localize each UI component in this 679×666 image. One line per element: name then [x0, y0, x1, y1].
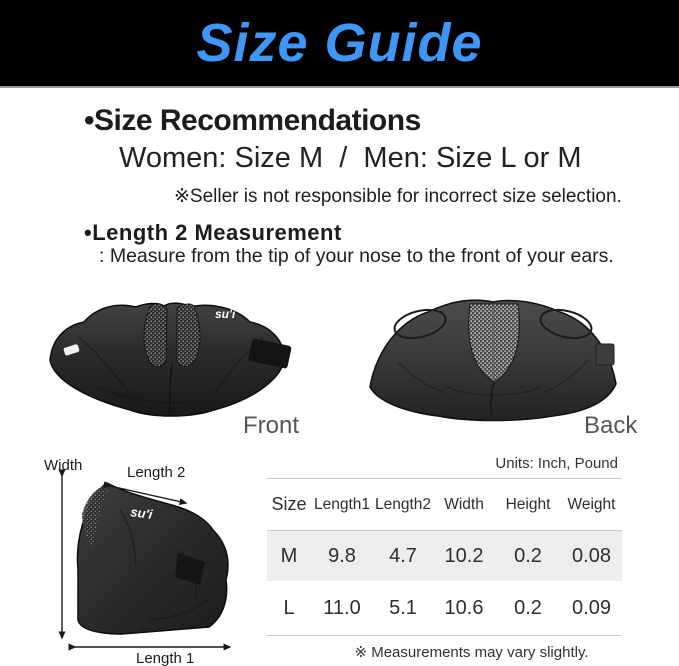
back-right-ear-fold [539, 308, 593, 340]
front-velcro-patch [248, 338, 292, 369]
brand-logo: su'i [130, 504, 154, 522]
front-size-tab [63, 344, 80, 356]
size-disclaimer: ※Seller is not responsible for incorrect… [174, 186, 622, 207]
table-header-width: Width [444, 495, 484, 513]
size-recommendations-sizes: Women: Size M / Men: Size L or M [119, 142, 582, 174]
length2-measurement-heading: •Length 2 Measurement [84, 220, 342, 245]
back-view-photo [369, 299, 617, 422]
front-mesh-left-panel [143, 303, 168, 367]
page-title: Size Guide [196, 13, 483, 73]
table-cell-weight: 0.09 [572, 596, 611, 619]
table-header-row: Size Length1 Length2 Width Height Weight [267, 479, 622, 531]
length2-label: Length 2 [127, 464, 185, 481]
table-cell-length1: 9.8 [328, 544, 356, 567]
table-cell-length2: 4.7 [389, 544, 417, 567]
table-cell-height: 0.2 [514, 544, 542, 567]
length1-label: Length 1 [136, 650, 194, 666]
table-header-height: Height [505, 495, 551, 513]
measurement-diagram: su'i Width Length 2 Length 1 [44, 457, 232, 666]
table-cell-width: 10.2 [444, 544, 484, 567]
table-row-m: M 9.8 4.7 10.2 0.2 0.08 [267, 531, 622, 581]
brand-logo: su'i [215, 307, 236, 321]
table-header-weight: Weight [567, 495, 616, 513]
diagram-velcro-patch [175, 553, 205, 585]
header-banner: Size Guide [0, 0, 679, 88]
length2-measurement-description: : Measure from the tip of your nose to t… [99, 245, 614, 267]
front-view-label: Front [243, 412, 300, 439]
table-footnote: ※ Measurements may vary slightly. [354, 644, 589, 661]
front-view-photo: su'i [49, 302, 292, 417]
table-cell-height: 0.2 [514, 596, 542, 619]
units-note: Units: Inch, Pound [267, 455, 622, 479]
table-cell-size: M [280, 544, 298, 567]
table-cell-width: 10.6 [444, 596, 484, 619]
front-mesh-right-panel [176, 303, 201, 367]
table-header-length2: Length2 [374, 495, 432, 513]
table-cell-size: L [283, 596, 295, 619]
size-recommendations-heading: •Size Recommendations [84, 104, 421, 137]
table-header-length1: Length1 [313, 495, 371, 513]
back-left-ear-fold [393, 308, 447, 340]
back-view-label: Back [584, 412, 638, 439]
size-table: Units: Inch, Pound Size Length1 Length2 … [267, 455, 622, 661]
front-mask-body [49, 302, 286, 417]
length2-arrow [102, 481, 188, 505]
front-center-seam [169, 363, 173, 415]
table-cell-weight: 0.08 [572, 544, 611, 567]
table-cell-length1: 11.0 [323, 596, 361, 619]
table-cell-length2: 5.1 [389, 596, 417, 619]
back-wrinkles [397, 359, 589, 396]
table-header-size: Size [271, 494, 307, 514]
diagram-mesh-region [82, 486, 108, 550]
width-label: Width [44, 457, 82, 474]
back-center-crease [490, 381, 495, 418]
table-row-l: L 11.0 5.1 10.6 0.2 0.09 [267, 581, 622, 636]
back-logo-stamp [595, 343, 615, 366]
